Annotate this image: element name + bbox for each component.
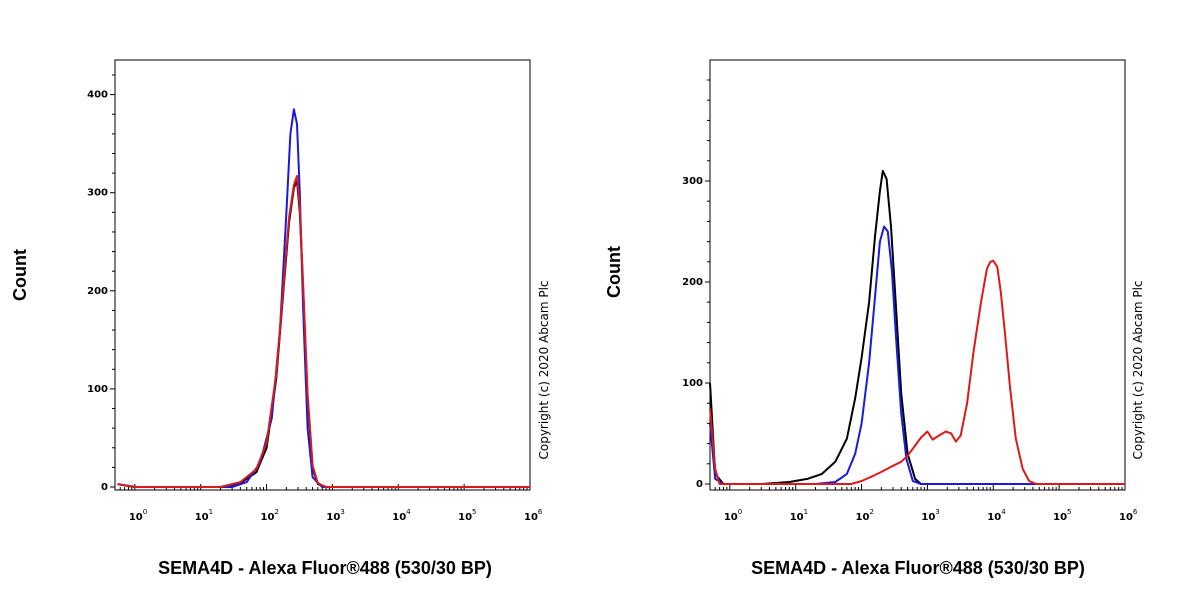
left-series-line-1 xyxy=(117,108,530,488)
right-xtick-label: 102 xyxy=(856,508,874,523)
right-ytick-label: 200 xyxy=(682,277,703,288)
left-series-line-0 xyxy=(117,179,530,488)
left-ylabel: Count xyxy=(10,249,30,301)
left-xlabel: SEMA4D - Alexa Fluor®488 (530/30 BP) xyxy=(158,558,492,578)
right-series-line-0 xyxy=(709,169,1125,485)
right-xlabel: SEMA4D - Alexa Fluor®488 (530/30 BP) xyxy=(751,558,1085,578)
left-series-group xyxy=(117,108,530,488)
right-y-ticks: 0 100 200 300 xyxy=(682,79,710,490)
right-histogram-panel: 0 100 200 300 100 101 102 103 104 105 106 Count S… xyxy=(604,59,1145,578)
left-plot-frame xyxy=(114,59,531,491)
right-series-line-1 xyxy=(709,225,1125,485)
right-ylabel: Count xyxy=(604,246,624,298)
left-xtick-label: 105 xyxy=(458,508,476,523)
left-xtick-label: 103 xyxy=(326,508,344,523)
left-y-ticks: 0 100 200 300 400 xyxy=(87,74,115,493)
right-ytick-label: 100 xyxy=(682,378,703,389)
left-xtick-label: 102 xyxy=(261,508,279,523)
right-xtick-label: 101 xyxy=(790,508,808,523)
right-series-group xyxy=(709,169,1125,485)
left-x-ticks: 100 101 102 103 104 105 106 xyxy=(114,484,543,523)
right-xtick-label: 105 xyxy=(1053,508,1071,523)
right-ytick-label: 0 xyxy=(696,479,703,490)
right-series-line-2 xyxy=(709,259,1125,485)
left-histogram-panel: 0 100 200 300 400 100 101 102 103 104 105 106 Coun… xyxy=(10,59,551,578)
left-ytick-label: 400 xyxy=(87,90,108,101)
left-series-line-2 xyxy=(117,175,530,488)
right-copyright: Copyright (c) 2020 Abcam Plc xyxy=(1131,280,1145,459)
left-xtick-label: 101 xyxy=(195,508,213,523)
right-ytick-label: 300 xyxy=(682,176,703,187)
right-xtick-label: 106 xyxy=(1119,508,1138,523)
right-xtick-label: 100 xyxy=(724,508,742,523)
left-ytick-label: 100 xyxy=(87,384,108,395)
right-xtick-label: 103 xyxy=(921,508,939,523)
left-copyright: Copyright (c) 2020 Abcam Plc xyxy=(537,280,551,459)
left-xtick-label: 106 xyxy=(524,508,543,523)
left-ytick-label: 300 xyxy=(87,188,108,199)
left-ytick-label: 200 xyxy=(87,286,108,297)
left-ytick-label: 0 xyxy=(101,482,108,493)
left-xtick-label: 100 xyxy=(129,508,147,523)
right-plot-frame xyxy=(709,59,1126,491)
left-xtick-label: 104 xyxy=(392,508,411,523)
right-x-ticks: 100 101 102 103 104 105 106 xyxy=(709,484,1138,523)
right-xtick-label: 104 xyxy=(987,508,1006,523)
